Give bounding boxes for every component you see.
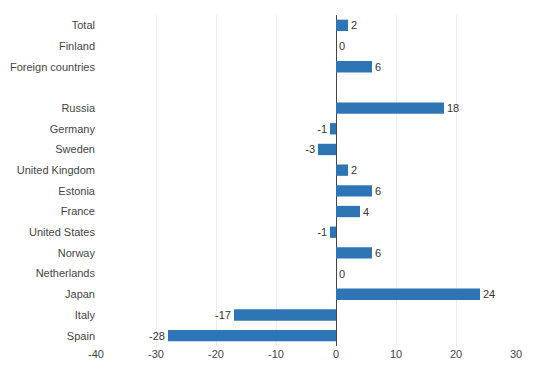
svg-text:-1: -1 — [317, 123, 327, 135]
svg-text:-10: -10 — [268, 348, 284, 360]
svg-text:Netherlands: Netherlands — [36, 267, 96, 279]
svg-text:Total: Total — [72, 19, 95, 31]
svg-text:30: 30 — [510, 348, 522, 360]
svg-text:-20: -20 — [208, 348, 224, 360]
svg-text:18: 18 — [447, 102, 459, 114]
svg-text:-3: -3 — [305, 143, 315, 155]
svg-text:-17: -17 — [215, 309, 231, 321]
svg-text:Russia: Russia — [61, 102, 96, 114]
svg-text:Germany: Germany — [50, 123, 96, 135]
svg-text:4: 4 — [363, 206, 369, 218]
svg-text:Sweden: Sweden — [55, 143, 95, 155]
svg-text:Estonia: Estonia — [58, 185, 96, 197]
svg-text:-1: -1 — [317, 226, 327, 238]
svg-text:20: 20 — [450, 348, 462, 360]
svg-text:6: 6 — [375, 61, 381, 73]
svg-text:2: 2 — [351, 164, 357, 176]
svg-text:United States: United States — [29, 226, 96, 238]
svg-text:0: 0 — [339, 40, 345, 52]
svg-text:Finland: Finland — [59, 40, 95, 52]
svg-text:Spain: Spain — [67, 330, 95, 342]
svg-text:Japan: Japan — [65, 288, 95, 300]
svg-text:Italy: Italy — [75, 309, 96, 321]
svg-text:Foreign countries: Foreign countries — [10, 61, 95, 73]
svg-text:6: 6 — [375, 185, 381, 197]
svg-text:2: 2 — [351, 19, 357, 31]
svg-text:United Kingdom: United Kingdom — [17, 164, 95, 176]
svg-text:0: 0 — [333, 348, 339, 360]
svg-text:France: France — [61, 205, 95, 217]
svg-text:Norway: Norway — [58, 247, 96, 259]
svg-text:24: 24 — [483, 288, 495, 300]
svg-text:-40: -40 — [88, 348, 104, 360]
svg-text:-28: -28 — [149, 330, 165, 342]
svg-text:0: 0 — [339, 268, 345, 280]
svg-text:6: 6 — [375, 247, 381, 259]
svg-text:10: 10 — [390, 348, 402, 360]
svg-text:-30: -30 — [148, 348, 164, 360]
